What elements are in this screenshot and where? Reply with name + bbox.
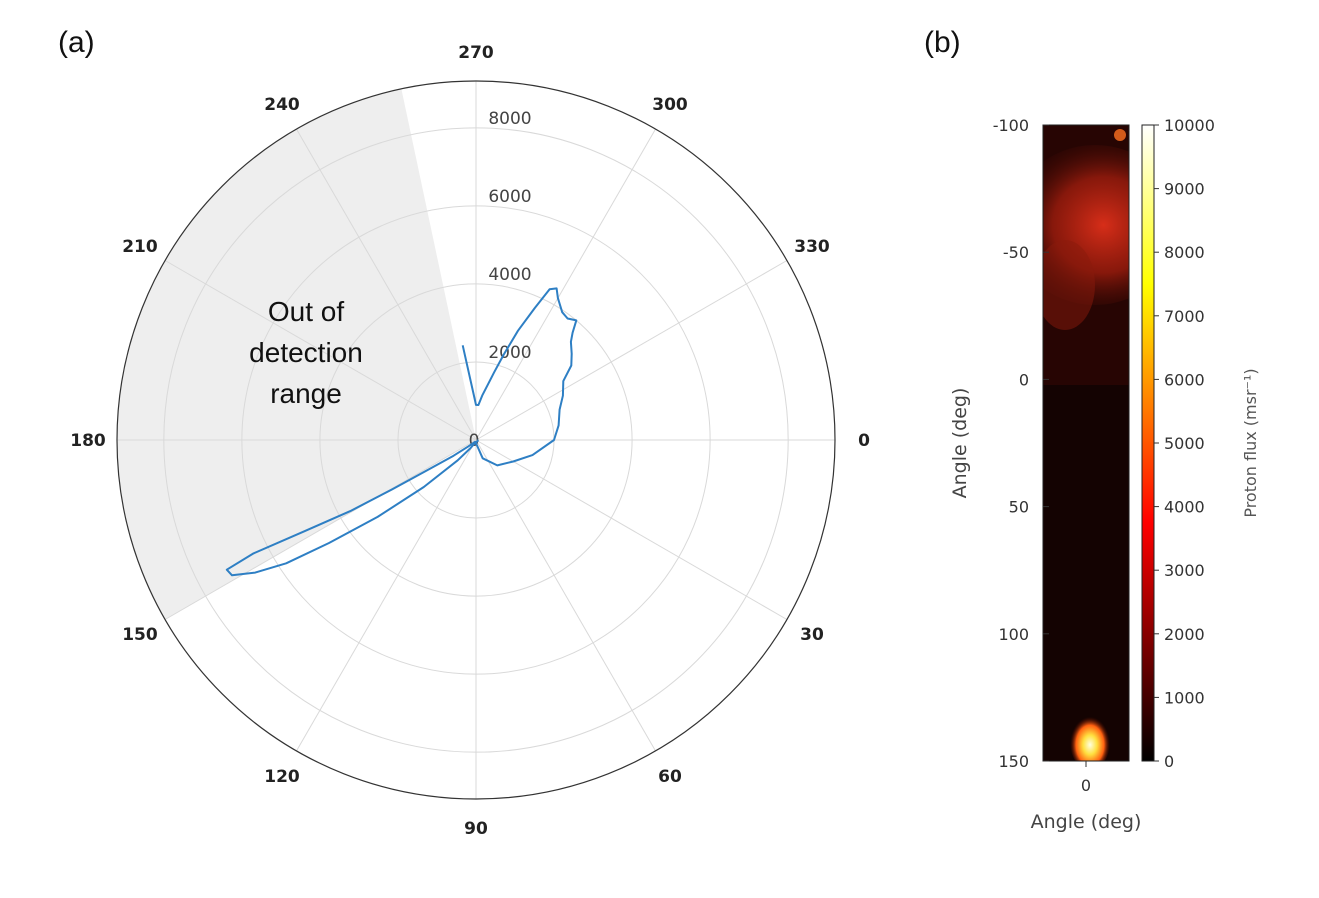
polar-plot: 0 30 60 90 120 150 180 210 240 270 300 330 0 2000 400… (70, 43, 870, 839)
angular-grid-line (475, 260, 788, 441)
angular-tick-label: 270 (458, 43, 494, 63)
angular-tick-label: 240 (264, 95, 300, 115)
annotation-line-3: range (270, 378, 342, 409)
angular-grid-line (164, 439, 477, 620)
out-of-range-sector (116, 88, 476, 620)
heatmap-y-tick-label: 100 (998, 625, 1029, 644)
angular-tick-label: 300 (652, 95, 688, 115)
radial-tick-label: 4000 (488, 265, 531, 285)
angular-tick-labels: 0 30 60 90 120 150 180 210 240 270 300 330 (70, 43, 870, 839)
heatmap-y-tick-label: 50 (1009, 498, 1029, 517)
angular-tick-label: 210 (122, 237, 158, 257)
colorbar-tick-label: 10000 (1164, 116, 1215, 135)
heatmap-corner-speck (1114, 129, 1126, 141)
colorbar (1141, 124, 1155, 762)
angular-grid-line (296, 128, 477, 441)
colorbar-tick-label: 1000 (1164, 688, 1205, 707)
angular-tick-label: 150 (122, 625, 158, 645)
angular-tick-label: 330 (794, 237, 830, 257)
colorbar-tick-label: 2000 (1164, 625, 1205, 644)
heatmap-y-axis-title: Angle (deg) (949, 388, 971, 499)
angular-tick-label: 120 (264, 767, 300, 787)
panel-a-label: (a) (58, 26, 95, 59)
heatmap-y-tick-label: 0 (1019, 370, 1029, 389)
angular-tick-label: 0 (858, 431, 870, 451)
colorbar-tick-label: 5000 (1164, 434, 1205, 453)
angular-grid-line (475, 439, 656, 752)
heatmap-panel: -100 -50 0 50 100 150 0 Angle (deg) Angle (de… (949, 116, 1260, 833)
colorbar-tick-label: 0 (1164, 752, 1174, 771)
heatmap-y-ticks: -100 -50 0 50 100 150 (993, 116, 1049, 771)
colorbar-tick-label: 9000 (1164, 180, 1205, 199)
angular-grid-line (296, 439, 477, 752)
colorbar-tick-label: 6000 (1164, 370, 1205, 389)
radial-tick-label: 6000 (488, 187, 531, 207)
angular-tick-label: 60 (658, 767, 682, 787)
angular-grid-line (475, 439, 788, 620)
heatmap-x-tick-label: 0 (1081, 776, 1091, 795)
radial-tick-labels: 0 2000 4000 6000 8000 (469, 109, 532, 451)
annotation-line-2: detection (249, 337, 363, 368)
angular-tick-label: 90 (464, 819, 488, 839)
colorbar-tick-label: 3000 (1164, 561, 1205, 580)
angular-tick-label: 30 (800, 625, 824, 645)
heatmap-y-tick-label: -50 (1003, 243, 1029, 262)
colorbar-tick-label: 7000 (1164, 307, 1205, 326)
polar-grid (117, 81, 835, 799)
colorbar-ticks: 0 1000 2000 3000 4000 5000 6000 7000 8000 9000 100… (1154, 116, 1215, 771)
angular-grid-line (475, 128, 656, 441)
radial-tick-label: 8000 (488, 109, 531, 129)
radial-tick-label: 2000 (488, 343, 531, 363)
panel-b-label: (b) (924, 26, 961, 59)
annotation-line-1: Out of (268, 296, 344, 327)
colorbar-tick-label: 8000 (1164, 243, 1205, 262)
heatmap-y-tick-label: 150 (998, 752, 1029, 771)
colorbar-title: Proton flux (msr⁻¹) (1241, 368, 1260, 517)
radial-tick-label: 0 (469, 431, 480, 451)
polar-outer-circle (116, 80, 836, 800)
heatmap-x-axis-title: Angle (deg) (1031, 811, 1142, 833)
polar-series-line (225, 287, 578, 577)
heatmap-glow-edge (1043, 240, 1095, 330)
colorbar-tick-label: 4000 (1164, 498, 1205, 517)
heatmap-y-tick-label: -100 (993, 116, 1029, 135)
angular-grid-line (164, 260, 477, 441)
angular-tick-label: 180 (70, 431, 106, 451)
heatmap-hot-spot (1070, 714, 1110, 761)
